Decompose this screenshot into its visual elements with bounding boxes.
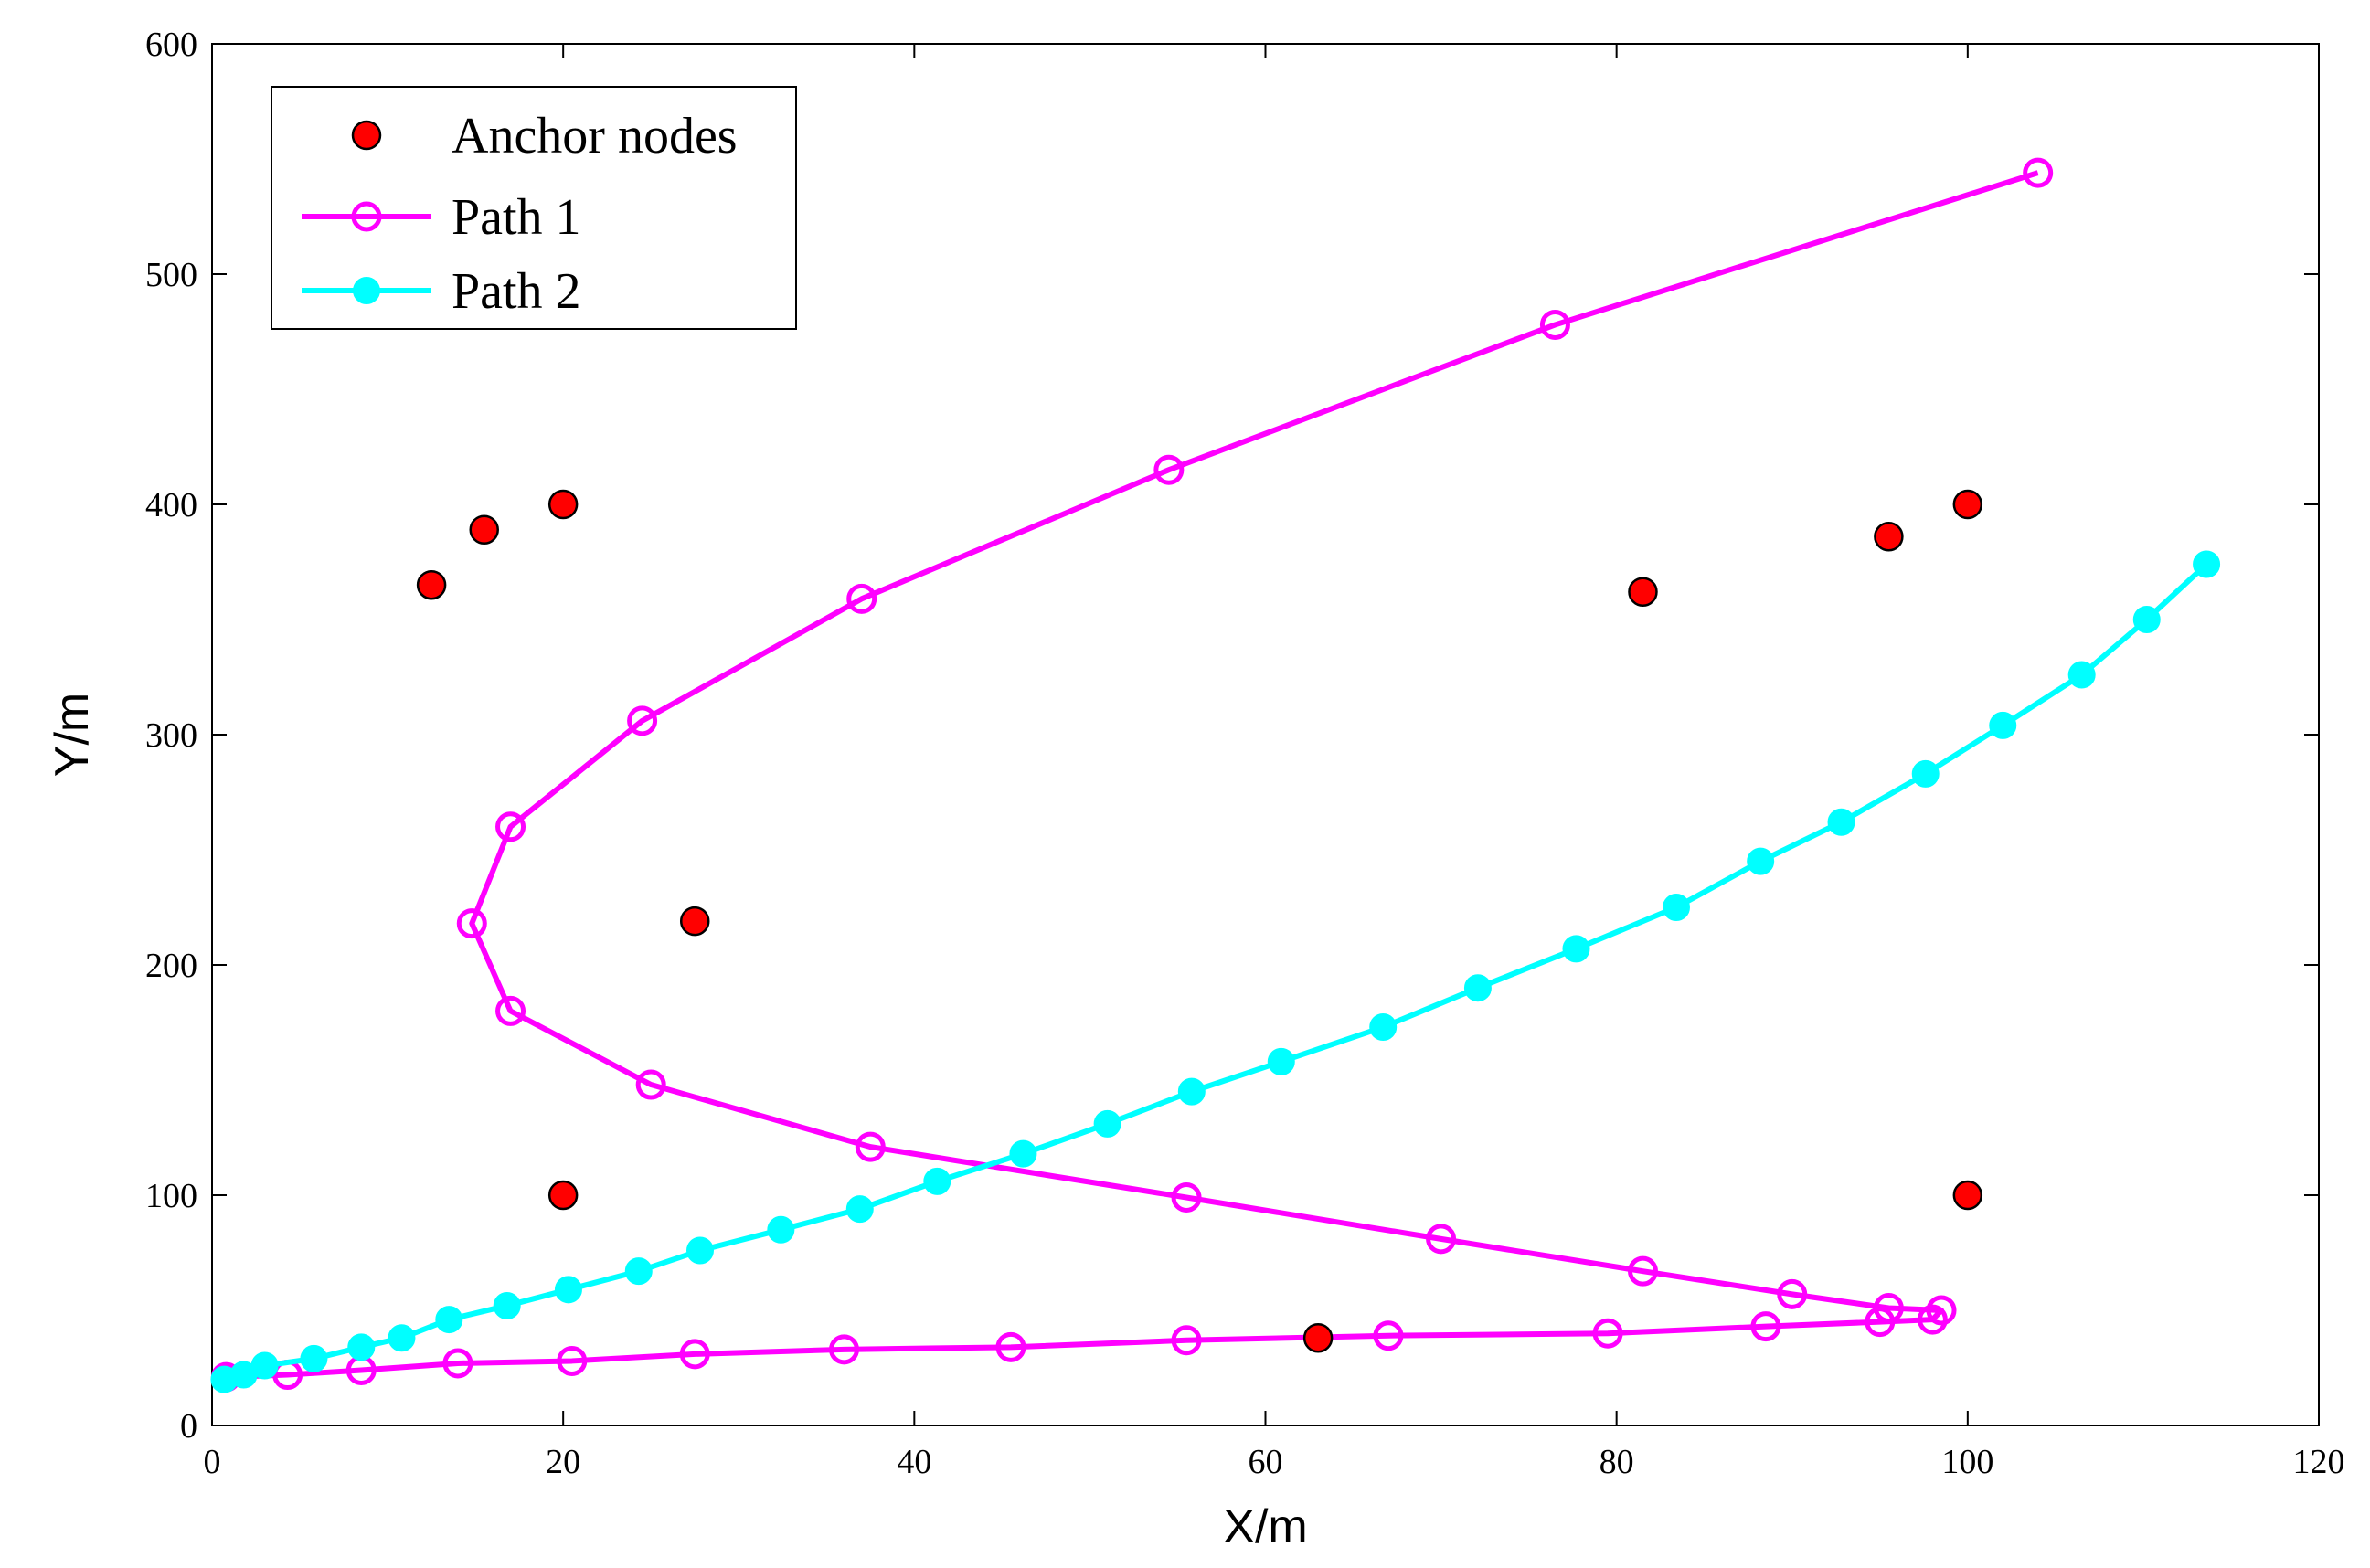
x-tick-label: 80 [1599, 1443, 1634, 1481]
data-point [1562, 935, 1590, 963]
series-path-2 [210, 550, 2221, 1393]
data-point [855, 1131, 886, 1162]
data-point [1302, 1322, 1334, 1353]
data-point [493, 1291, 521, 1319]
plot-area [210, 157, 2221, 1393]
legend-item: Anchor nodes [351, 108, 738, 164]
data-point [347, 1333, 376, 1361]
data-point [1009, 1139, 1037, 1168]
legend-marker [353, 277, 380, 304]
x-tick-label: 20 [546, 1443, 580, 1481]
data-point [1662, 894, 1690, 921]
y-tick-label: 500 [145, 256, 197, 294]
series-path-1 [210, 157, 2054, 1393]
data-point [1463, 974, 1492, 1002]
data-point [1093, 1109, 1121, 1138]
x-tick-label: 120 [2293, 1443, 2345, 1481]
data-point [1750, 1311, 1781, 1342]
data-point [1592, 1318, 1623, 1349]
data-point [1426, 1224, 1457, 1255]
data-point [1874, 522, 1904, 552]
legend-label: Anchor nodes [452, 108, 738, 164]
data-point [679, 1339, 710, 1370]
data-point [416, 569, 447, 600]
data-point [627, 705, 658, 736]
data-point [495, 811, 526, 842]
data-point [1952, 1180, 1983, 1211]
data-point [388, 1324, 416, 1352]
data-point [1628, 577, 1658, 608]
data-point [1153, 454, 1185, 485]
data-point [829, 1334, 859, 1365]
data-point [1917, 1304, 1948, 1335]
data-point [1747, 847, 1775, 875]
data-point [1171, 1182, 1202, 1213]
x-tick-label: 100 [1941, 1443, 1993, 1481]
y-tick-label: 200 [145, 947, 197, 985]
data-point [1777, 1278, 1808, 1309]
y-tick-label: 100 [145, 1177, 197, 1215]
data-point [624, 1257, 653, 1286]
data-point [1267, 1047, 1295, 1075]
data-point [250, 1351, 279, 1380]
x-tick-label: 40 [897, 1443, 931, 1481]
x-tick-label: 0 [204, 1443, 221, 1481]
data-point [456, 908, 487, 939]
x-axis-ticks: 0 20 40 60 80 100 120 [204, 44, 2345, 1481]
data-point [1952, 489, 1983, 520]
data-point [2023, 157, 2054, 188]
legend-marker [351, 120, 382, 151]
data-point [685, 1236, 714, 1265]
data-point [1911, 759, 1940, 788]
data-point [1627, 1255, 1658, 1287]
y-tick-label: 0 [180, 1407, 197, 1446]
data-point [1539, 309, 1570, 340]
data-point [1177, 1077, 1206, 1106]
data-point [1989, 711, 2017, 739]
data-point [2132, 606, 2161, 633]
data-point [435, 1306, 463, 1334]
legend: Anchor nodes Path 1 Path 2 [271, 86, 797, 330]
data-point [442, 1348, 473, 1379]
data-point [495, 995, 526, 1026]
x-tick-label: 60 [1249, 1443, 1283, 1481]
y-tick-label: 600 [145, 26, 197, 64]
data-point [1171, 1325, 1202, 1356]
data-point [1827, 808, 1855, 836]
legend-marker [351, 201, 382, 232]
data-point [469, 514, 499, 545]
data-point [846, 583, 877, 614]
data-point [547, 489, 579, 520]
data-point [2067, 661, 2096, 689]
data-point [845, 1195, 874, 1224]
data-point [767, 1215, 795, 1244]
data-point [923, 1167, 951, 1195]
series-line [226, 170, 2039, 1381]
data-point [2193, 550, 2221, 578]
legend-label: Path 2 [452, 263, 581, 320]
x-axis-label: X/m [1223, 1500, 1307, 1553]
legend-item: Path 1 [302, 189, 581, 246]
legend-label: Path 1 [452, 189, 581, 246]
data-point [995, 1331, 1026, 1362]
y-tick-label: 400 [145, 486, 197, 524]
data-point [1926, 1295, 1957, 1326]
data-point [557, 1345, 588, 1376]
legend-item: Path 2 [302, 263, 581, 320]
y-axis-label: Y/m [46, 693, 99, 777]
data-point [300, 1344, 328, 1372]
data-point [554, 1276, 582, 1304]
data-point [635, 1069, 666, 1100]
data-point [679, 906, 710, 937]
series-anchor-nodes [416, 489, 1983, 1353]
y-tick-label: 300 [145, 716, 197, 755]
data-point [1373, 1320, 1404, 1351]
y-axis-ticks: 0 100 200 300 400 500 600 [145, 26, 2319, 1446]
data-point [1369, 1013, 1398, 1042]
data-point [547, 1180, 579, 1211]
data-point [1865, 1307, 1896, 1338]
